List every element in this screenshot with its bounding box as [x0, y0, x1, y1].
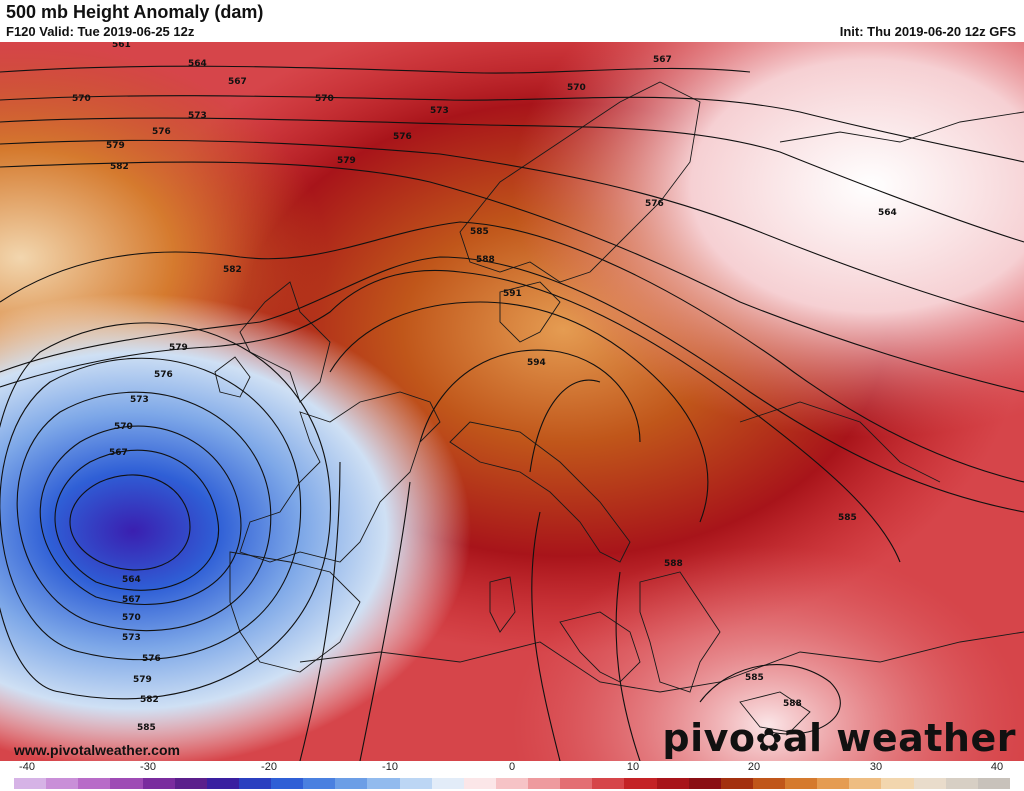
colorbar-swatch	[656, 778, 689, 789]
colorbar	[14, 778, 1010, 789]
colorbar-swatch	[817, 778, 850, 789]
colorbar-swatch	[945, 778, 978, 789]
contour-label: 582	[140, 695, 159, 705]
contour-label: 573	[188, 111, 207, 121]
colorbar-swatch	[174, 778, 207, 789]
contour-label: 567	[122, 595, 141, 605]
contour-label: 573	[130, 395, 149, 405]
contour-label: 585	[137, 723, 156, 733]
pivotal-weather-logo: pivo✿al weather	[662, 716, 1016, 760]
colorbar-swatch	[528, 778, 561, 789]
valid-time: F120 Valid: Tue 2019-06-25 12z	[6, 24, 195, 39]
contour-label: 573	[430, 106, 449, 116]
init-time: Init: Thu 2019-06-20 12z GFS	[839, 24, 1016, 39]
colorbar-swatch	[399, 778, 432, 789]
contour-label: 579	[133, 675, 152, 685]
colorbar-swatch	[560, 778, 593, 789]
colorbar-tick: -40	[19, 761, 35, 773]
contour-label: 579	[106, 141, 125, 151]
colorbar-ticks: -40 -30 -20 -10 0 10 20 30 40	[0, 761, 1024, 777]
contour-label: 582	[110, 162, 129, 172]
contour-label: 564	[122, 575, 141, 585]
colorbar-swatch	[238, 778, 271, 789]
colorbar-swatch	[495, 778, 528, 789]
contour-label: 585	[745, 673, 764, 683]
contour-label: 576	[393, 132, 412, 142]
colorbar-swatch	[271, 778, 304, 789]
colorbar-tick: 10	[626, 761, 640, 773]
coastlines	[214, 81, 1024, 733]
colorbar-tick: 40	[990, 761, 1004, 773]
colorbar-swatch	[785, 778, 818, 789]
colorbar-tick: -10	[382, 761, 398, 773]
contour-label: 567	[228, 77, 247, 87]
colorbar-swatch	[849, 778, 882, 789]
contour-label: 576	[142, 654, 161, 664]
contour-label: 579	[337, 156, 356, 166]
colorbar-tick: -30	[140, 761, 156, 773]
height-contours	[0, 65, 1024, 761]
colorbar-swatch	[46, 778, 79, 789]
colorbar-swatch	[367, 778, 400, 789]
colorbar-swatch	[142, 778, 175, 789]
colorbar-swatch	[303, 778, 336, 789]
colorbar-tick: 20	[747, 761, 761, 773]
map-header: 500 mb Height Anomaly (dam) F120 Valid: …	[0, 0, 1024, 42]
contour-label: 567	[653, 55, 672, 65]
contour-label: 576	[154, 370, 173, 380]
colorbar-swatch	[720, 778, 753, 789]
colorbar-swatch	[14, 778, 47, 789]
contour-label: 564	[188, 59, 207, 69]
contour-label: 591	[503, 289, 522, 299]
colorbar-swatch	[752, 778, 785, 789]
colorbar-tick: 0	[508, 761, 516, 773]
brand-text-left: pivo	[662, 716, 756, 760]
contour-label: 567	[109, 448, 128, 458]
contour-label: 588	[476, 255, 495, 265]
contour-label: 585	[838, 513, 857, 523]
colorbar-swatch	[913, 778, 946, 789]
contour-label: 594	[527, 358, 546, 368]
colorbar-swatch	[335, 778, 368, 789]
map-title: 500 mb Height Anomaly (dam)	[6, 2, 264, 22]
colorbar-swatch	[110, 778, 143, 789]
contour-label: 570	[72, 94, 91, 104]
contour-label: 579	[169, 343, 188, 353]
contour-label: 576	[645, 199, 664, 209]
contour-labels: 561 564 567 570 570 570 567 573 573 576 …	[72, 42, 897, 733]
contour-label: 561	[112, 42, 131, 50]
contour-label: 588	[783, 699, 802, 709]
colorbar-swatch	[592, 778, 625, 789]
colorbar-tick: 30	[869, 761, 883, 773]
colorbar-swatch	[431, 778, 464, 789]
colorbar-swatch	[78, 778, 111, 789]
colorbar-swatch	[688, 778, 721, 789]
contour-label: 564	[878, 208, 897, 218]
contour-label: 588	[664, 559, 683, 569]
contour-label: 570	[122, 613, 141, 623]
contour-label: 570	[567, 83, 586, 93]
gear-icon: ✿	[755, 721, 783, 759]
contour-label: 582	[223, 265, 242, 275]
colorbar-swatch	[977, 778, 1010, 789]
colorbar-tick: -20	[261, 761, 277, 773]
colorbar-swatch	[206, 778, 239, 789]
website-url[interactable]: www.pivotalweather.com	[14, 742, 180, 758]
brand-text-right: al weather	[782, 716, 1016, 760]
weather-map[interactable]: 561 564 567 570 570 570 567 573 573 576 …	[0, 42, 1024, 761]
colorbar-swatch	[463, 778, 496, 789]
contour-label: 573	[122, 633, 141, 643]
contour-label: 570	[114, 422, 133, 432]
contour-label: 576	[152, 127, 171, 137]
contour-label: 585	[470, 227, 489, 237]
colorbar-swatch	[881, 778, 914, 789]
colorbar-swatch	[624, 778, 657, 789]
contour-label: 570	[315, 94, 334, 104]
